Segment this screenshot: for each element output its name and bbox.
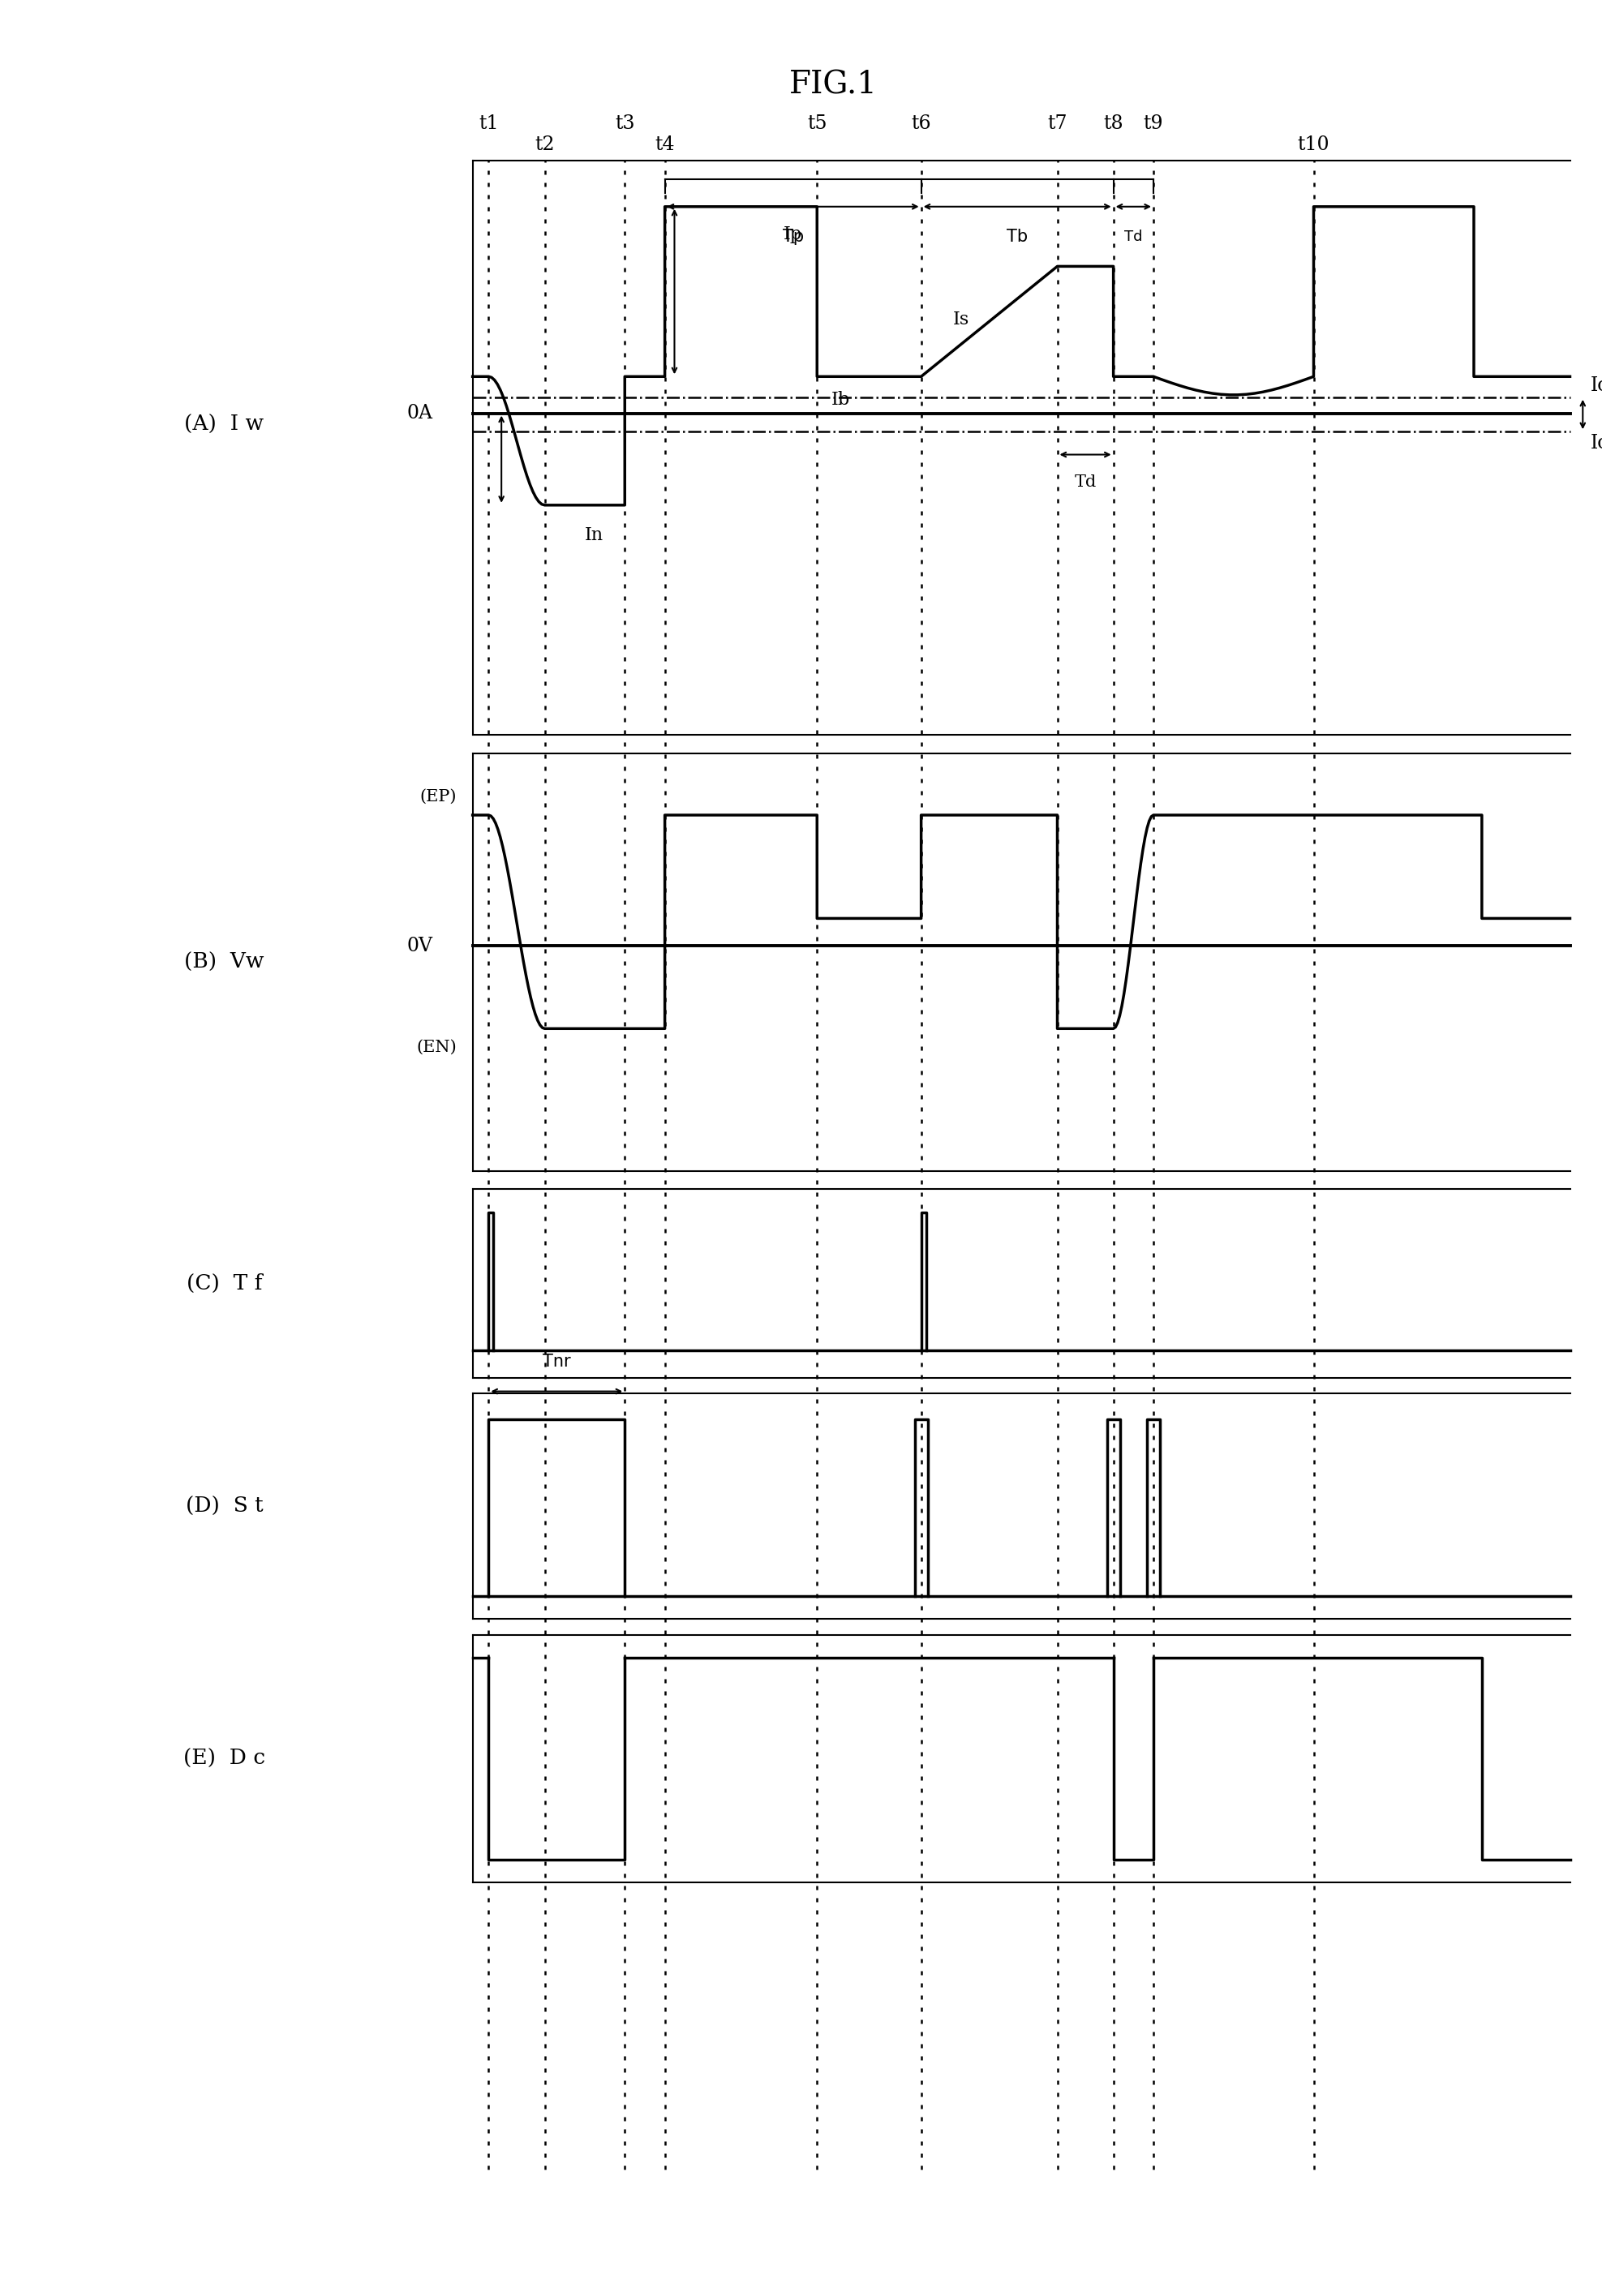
Text: t1: t1: [479, 115, 498, 133]
Text: Ic: Ic: [1591, 377, 1602, 395]
Text: t7: t7: [1048, 115, 1067, 133]
Text: (B)  Vw: (B) Vw: [184, 953, 264, 971]
Text: Tp: Tp: [782, 227, 804, 246]
Text: (EN): (EN): [417, 1040, 457, 1054]
Text: 0A: 0A: [407, 404, 433, 422]
Text: t2: t2: [535, 135, 554, 154]
Text: t9: t9: [1144, 115, 1163, 133]
Text: Ic: Ic: [1591, 434, 1602, 452]
Text: Tb: Tb: [1006, 227, 1028, 246]
Text: (EP): (EP): [420, 790, 457, 804]
Text: Ip: Ip: [783, 225, 803, 243]
Text: t4: t4: [655, 135, 674, 154]
Text: Td: Td: [1075, 475, 1096, 489]
Text: Tnr: Tnr: [543, 1352, 570, 1371]
Text: Td: Td: [1125, 230, 1142, 243]
Text: (D)  S t: (D) S t: [186, 1497, 263, 1515]
Text: (A)  I w: (A) I w: [184, 416, 264, 434]
Text: t8: t8: [1104, 115, 1123, 133]
Text: 0V: 0V: [407, 937, 433, 955]
Text: t6: t6: [912, 115, 931, 133]
Text: In: In: [585, 526, 604, 544]
Text: Is: Is: [953, 310, 969, 328]
Text: (C)  T f: (C) T f: [186, 1274, 263, 1293]
Text: FIG.1: FIG.1: [788, 69, 878, 101]
Text: t5: t5: [807, 115, 827, 133]
Text: t10: t10: [1298, 135, 1330, 154]
Text: t3: t3: [615, 115, 634, 133]
Text: Ib: Ib: [831, 390, 851, 409]
Text: (E)  D c: (E) D c: [183, 1750, 266, 1768]
